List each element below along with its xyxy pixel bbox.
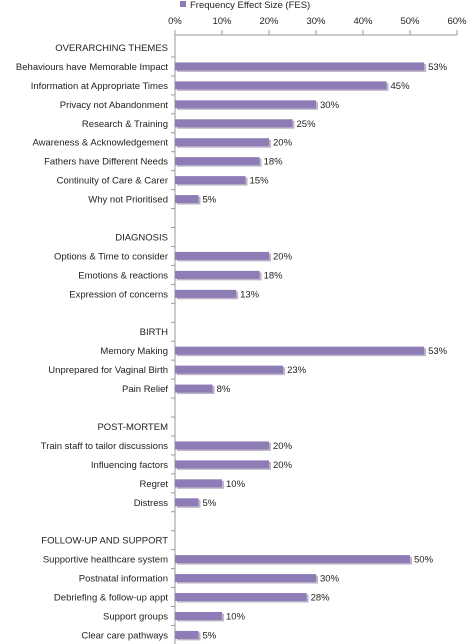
data-label: 20% bbox=[273, 441, 293, 452]
bar bbox=[175, 195, 199, 204]
data-label: 5% bbox=[203, 498, 217, 509]
data-label: 15% bbox=[250, 176, 270, 187]
data-label: 30% bbox=[320, 100, 340, 111]
bar bbox=[175, 441, 269, 450]
data-label: 13% bbox=[240, 289, 260, 300]
x-tick-label: 20% bbox=[259, 16, 279, 27]
data-label: 53% bbox=[428, 346, 448, 357]
bar bbox=[175, 460, 269, 469]
legend-label: Frequency Effect Size (FES) bbox=[190, 0, 310, 11]
category-label: Behaviours have Memorable Impact bbox=[16, 62, 168, 73]
category-label: Influencing factors bbox=[91, 460, 168, 471]
category-label: Debriefing & follow-up appt bbox=[54, 593, 168, 604]
bar bbox=[175, 119, 293, 128]
category-label: Regret bbox=[139, 479, 168, 490]
category-label: Support groups bbox=[103, 611, 168, 622]
data-label: 10% bbox=[226, 479, 246, 490]
data-label: 5% bbox=[203, 630, 217, 641]
category-label: Information at Appropriate Times bbox=[31, 81, 169, 92]
section-label: DIAGNOSIS bbox=[115, 232, 168, 243]
section-label: OVERARCHING THEMES bbox=[55, 43, 168, 54]
category-label: Expression of concerns bbox=[69, 289, 168, 300]
category-label: Distress bbox=[134, 498, 169, 509]
category-label: Unprepared for Vaginal Birth bbox=[48, 365, 168, 376]
x-tick-label: 30% bbox=[306, 16, 326, 27]
plot-area: OVERARCHING THEMES Behaviours have Memora… bbox=[16, 35, 448, 644]
bar bbox=[175, 62, 425, 71]
x-axis-ticks: 0% 10% 20% 30% 40% 50% 60% bbox=[168, 16, 467, 36]
category-label: Options & Time to consider bbox=[54, 251, 168, 262]
section-label: BIRTH bbox=[140, 327, 168, 338]
category-label: Pain Relief bbox=[122, 384, 168, 395]
data-label: 5% bbox=[203, 195, 217, 206]
bar bbox=[175, 630, 199, 639]
data-label: 8% bbox=[217, 384, 231, 395]
bar bbox=[175, 555, 410, 564]
bar bbox=[175, 611, 222, 620]
data-label: 10% bbox=[226, 611, 246, 622]
x-tick-label: 40% bbox=[353, 16, 373, 27]
legend: Frequency Effect Size (FES) bbox=[180, 0, 310, 11]
data-label: 53% bbox=[428, 62, 448, 73]
category-label: Research & Training bbox=[82, 119, 168, 130]
data-label: 50% bbox=[414, 555, 434, 566]
category-label: Privacy not Abandonment bbox=[60, 100, 169, 111]
bar bbox=[175, 176, 246, 185]
data-label: 20% bbox=[273, 138, 293, 149]
bar bbox=[175, 138, 269, 147]
category-label: Awareness & Acknowledgement bbox=[32, 138, 168, 149]
bar bbox=[175, 365, 284, 374]
bar bbox=[175, 251, 269, 260]
category-label: Memory Making bbox=[100, 346, 168, 357]
data-label: 28% bbox=[311, 593, 331, 604]
data-label: 23% bbox=[287, 365, 307, 376]
bar bbox=[175, 270, 260, 279]
data-label: 18% bbox=[264, 157, 284, 168]
category-label: Supportive healthcare system bbox=[43, 555, 168, 566]
section-label: POST-MORTEM bbox=[97, 422, 168, 433]
data-label: 45% bbox=[391, 81, 411, 92]
x-tick-label: 0% bbox=[168, 16, 182, 27]
x-tick-label: 60% bbox=[447, 16, 467, 27]
bar bbox=[175, 346, 425, 355]
bar bbox=[175, 384, 213, 393]
category-label: Postnatal information bbox=[79, 574, 168, 585]
bar bbox=[175, 574, 316, 583]
bar bbox=[175, 81, 387, 90]
data-label: 20% bbox=[273, 251, 293, 262]
category-label: Why not Prioritised bbox=[88, 195, 168, 206]
x-tick-label: 10% bbox=[212, 16, 232, 27]
category-label: Fathers have Different Needs bbox=[44, 157, 168, 168]
data-label: 20% bbox=[273, 460, 293, 471]
bar bbox=[175, 498, 199, 507]
category-label: Continuity of Care & Carer bbox=[57, 176, 168, 187]
bar bbox=[175, 289, 237, 298]
category-label: Train staff to tailor discussions bbox=[41, 441, 168, 452]
bar bbox=[175, 479, 222, 488]
bar bbox=[175, 593, 307, 602]
data-label: 18% bbox=[264, 270, 284, 281]
category-label: Emotions & reactions bbox=[78, 270, 168, 281]
data-label: 25% bbox=[297, 119, 317, 130]
bar bbox=[175, 157, 260, 166]
bar bbox=[175, 100, 316, 109]
data-label: 30% bbox=[320, 574, 340, 585]
legend-swatch bbox=[180, 1, 186, 7]
category-label: Clear care pathways bbox=[81, 630, 168, 641]
section-label: FOLLOW-UP AND SUPPORT bbox=[41, 536, 168, 547]
x-tick-label: 50% bbox=[400, 16, 420, 27]
